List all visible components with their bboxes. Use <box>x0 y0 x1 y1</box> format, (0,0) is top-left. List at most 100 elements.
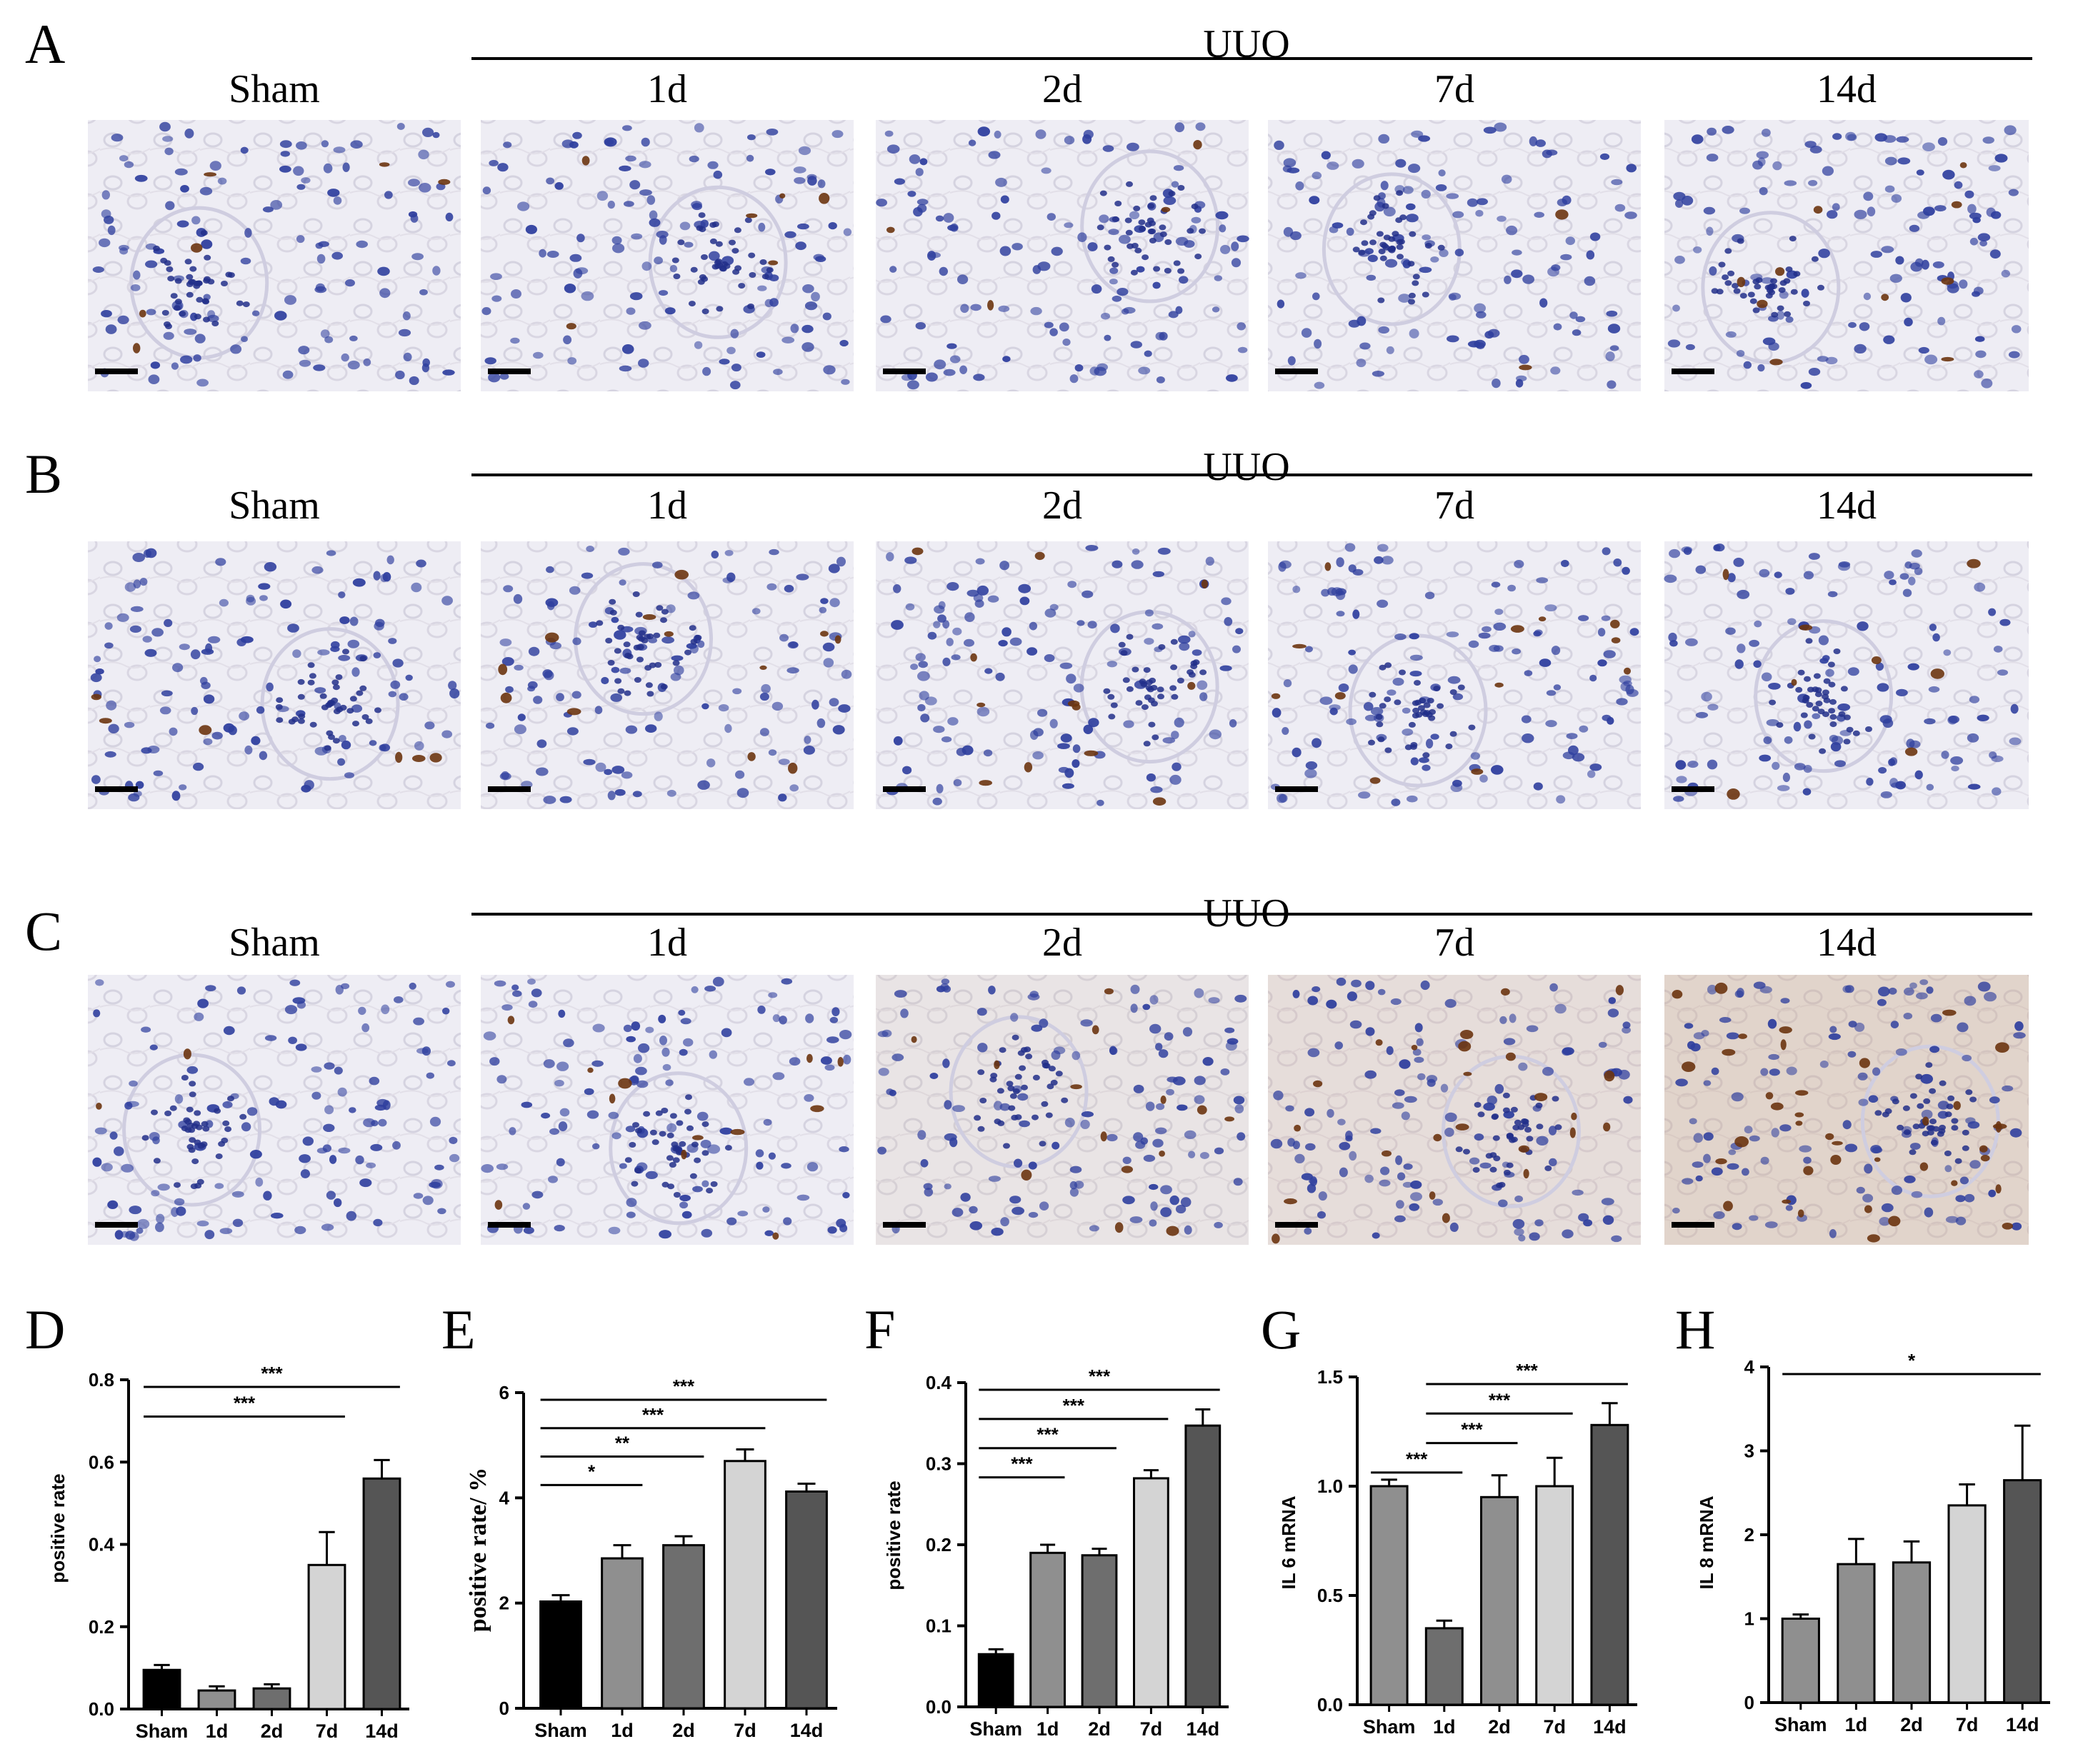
positive-stain-spot <box>1429 1191 1436 1200</box>
glomerular-nucleus <box>1912 1123 1920 1130</box>
nucleus <box>1964 1193 1975 1203</box>
nucleus <box>344 772 354 778</box>
nucleus <box>964 612 975 622</box>
nucleus <box>1365 981 1375 991</box>
nucleus <box>823 365 836 375</box>
glomerular-nucleus <box>1103 688 1111 694</box>
nucleus <box>1156 376 1165 384</box>
nucleus <box>778 758 790 766</box>
nucleus <box>1732 1223 1742 1231</box>
nucleus <box>1155 1043 1163 1051</box>
nucleus <box>1142 1003 1151 1011</box>
nucleus <box>1421 189 1431 199</box>
nucleus <box>1112 560 1123 568</box>
nucleus <box>1707 127 1717 136</box>
nucleus <box>1292 747 1302 758</box>
nucleus <box>1703 1132 1714 1141</box>
nucleus <box>658 290 669 296</box>
nucleus <box>839 1030 852 1040</box>
bar <box>1081 1554 1118 1708</box>
nucleus <box>633 1053 642 1063</box>
glomerular-nucleus <box>649 662 656 668</box>
nucleus <box>1232 645 1241 653</box>
nucleus <box>1542 1066 1554 1076</box>
glomerulus-outline <box>609 1071 749 1226</box>
nucleus <box>517 713 526 721</box>
glomerular-nucleus <box>1771 311 1779 318</box>
glomerular-nucleus <box>1361 240 1369 246</box>
nucleus <box>968 139 976 146</box>
glomerular-nucleus <box>691 1141 699 1148</box>
glomerular-nucleus <box>1412 280 1419 286</box>
glomerular-nucleus <box>196 296 204 303</box>
glomerular-nucleus <box>1012 1088 1020 1094</box>
nucleus <box>1295 181 1304 191</box>
nucleus <box>1133 1132 1144 1142</box>
nucleus <box>1974 370 1984 379</box>
positive-stain-spot <box>1672 990 1683 999</box>
nucleus <box>1883 335 1895 344</box>
nucleus <box>1753 981 1766 989</box>
positive-stain-spot <box>1034 551 1045 561</box>
nucleus <box>1410 757 1419 766</box>
nucleus <box>761 683 771 693</box>
glomerular-nucleus <box>1376 721 1384 728</box>
glomerular-nucleus <box>1378 249 1386 255</box>
glomerular-nucleus <box>1124 217 1132 224</box>
nucleus <box>2010 703 2019 714</box>
nucleus <box>333 196 342 205</box>
nucleus <box>482 186 491 195</box>
nucleus <box>1882 718 1894 728</box>
positive-stain-spot <box>1864 1205 1872 1213</box>
nucleus <box>1787 618 1797 626</box>
glomerular-nucleus <box>359 656 367 662</box>
nucleus <box>1031 1024 1043 1032</box>
glomerular-nucleus <box>222 1120 230 1126</box>
glomerular-nucleus <box>1007 1086 1015 1091</box>
nucleus <box>1234 994 1247 1003</box>
glomerular-nucleus <box>1412 707 1420 713</box>
nucleus <box>951 654 961 661</box>
glomerular-nucleus <box>977 1126 985 1132</box>
nucleus <box>1498 1199 1508 1208</box>
nucleus <box>1924 1207 1934 1218</box>
nucleus <box>559 796 572 803</box>
glomerular-nucleus <box>1724 280 1732 286</box>
glomerular-nucleus <box>1424 243 1432 249</box>
positive-stain-spot <box>1904 747 1918 756</box>
nucleus <box>1967 783 1981 790</box>
glomerular-nucleus <box>666 1132 674 1138</box>
scale-bar <box>95 369 138 374</box>
nucleus <box>342 162 350 172</box>
positive-stain-spot <box>911 547 924 556</box>
glomerular-nucleus <box>194 1110 201 1116</box>
nucleus <box>1304 768 1317 778</box>
nucleus <box>413 1193 424 1199</box>
glomerular-nucleus <box>1803 301 1810 306</box>
glomerular-nucleus <box>1140 681 1148 687</box>
nucleus <box>1391 798 1401 806</box>
nucleus <box>1364 714 1377 721</box>
glomerular-nucleus <box>1396 244 1404 250</box>
nucleus <box>822 642 835 652</box>
nucleus <box>1037 708 1048 717</box>
nucleus <box>1539 658 1552 667</box>
significance-label: *** <box>1406 1448 1428 1470</box>
nucleus <box>1087 242 1098 251</box>
nucleus <box>1091 284 1102 294</box>
glomerular-nucleus <box>328 734 335 741</box>
x-tick-label: 2d <box>1088 1718 1111 1740</box>
nucleus <box>204 1230 215 1240</box>
glomerular-nucleus <box>1492 1135 1500 1141</box>
glomerular-nucleus <box>677 239 685 246</box>
nucleus <box>1842 985 1852 993</box>
positive-stain-spot <box>1738 1033 1747 1039</box>
nucleus <box>165 201 175 211</box>
micrograph <box>1268 120 1641 391</box>
nucleus <box>1064 1118 1075 1128</box>
nucleus <box>1292 586 1301 593</box>
nucleus <box>211 731 223 740</box>
nucleus <box>1937 137 1948 146</box>
y-tick-label: 6 <box>499 1382 509 1403</box>
glomerular-nucleus <box>1937 1131 1944 1137</box>
